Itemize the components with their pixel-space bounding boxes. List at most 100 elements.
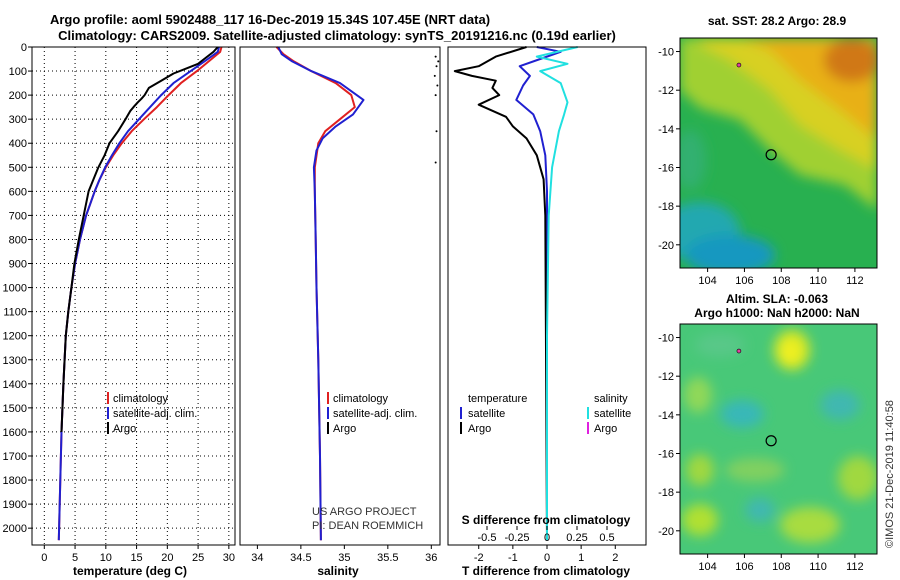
depth-tick-label-1000: 1000 xyxy=(3,283,27,295)
sal-tick-label-1: 34.5 xyxy=(290,552,311,564)
temp-tick-label-0: 0 xyxy=(41,552,47,564)
map1-lon-label-104: 104 xyxy=(698,561,716,573)
temp-tick-label-6: 30 xyxy=(223,552,235,564)
diff-legend-t-argo: Argo xyxy=(468,423,491,435)
temperature-line-argo xyxy=(60,46,219,432)
temperature-line-satellite-adj-clim- xyxy=(57,46,220,541)
sal-argo-marker-7 xyxy=(434,161,437,164)
sal-tick-label-3: 35.5 xyxy=(377,552,398,564)
depth-tick-label-700: 700 xyxy=(9,210,27,222)
salinity-x-label: salinity xyxy=(317,564,359,578)
map1-lat-label--12: -12 xyxy=(658,371,674,383)
sla-frame xyxy=(679,323,878,555)
depth-tick-label-400: 400 xyxy=(9,138,27,150)
salinity-panel: 34 34.5 35 35.5 36 salinity climatology sate… xyxy=(239,46,441,578)
temperature-frame xyxy=(31,46,236,546)
s-difference-label: S difference from climatology xyxy=(462,513,631,527)
temperature-line-climatology xyxy=(57,46,223,541)
difference-series xyxy=(453,46,578,541)
map1-lon-label-112: 112 xyxy=(846,561,864,573)
pi-credit: PI: DEAN ROEMMICH xyxy=(312,520,423,532)
sal-argo-marker-4 xyxy=(436,84,439,87)
sal-argo-marker-2 xyxy=(435,65,438,68)
sst-argo-position-marker xyxy=(765,149,777,161)
depth-tick-label-100: 100 xyxy=(9,66,27,78)
tdiff-tick-label-4: 2 xyxy=(612,552,618,564)
t-difference-label: T difference from climatology xyxy=(462,564,630,578)
salinity-series xyxy=(275,46,440,541)
tdiff-tick-label-2: 0 xyxy=(544,552,550,564)
difference-panel: -2 -1 0 1 2 -0.5 -0.25 0 0.25 0.5 S difference f… xyxy=(447,46,647,578)
tdiff-tick-label-0: -2 xyxy=(474,552,484,564)
map0-lat-label--10: -10 xyxy=(658,47,674,59)
temperature-gridlines xyxy=(32,46,235,545)
map1-lon-label-106: 106 xyxy=(735,561,753,573)
sla-field xyxy=(680,324,877,554)
difference-line-s-satellite xyxy=(535,46,578,541)
temp-tick-label-1: 5 xyxy=(72,552,78,564)
depth-axis: 0 100 200 300 400 500 600 700 800 900 1000 1100 1200… xyxy=(3,42,32,535)
sla-argo-position-marker xyxy=(765,435,777,447)
sal-argo-marker-6 xyxy=(435,130,438,133)
sla-map-subtitle: Argo h1000: NaN h2000: NaN xyxy=(694,306,859,320)
sdiff-tick-label-3: 0.25 xyxy=(566,532,587,544)
depth-tick-label-1700: 1700 xyxy=(3,451,27,463)
depth-tick-label-600: 600 xyxy=(9,186,27,198)
depth-tick-label-1600: 1600 xyxy=(3,427,27,439)
sal-argo-marker-1 xyxy=(437,60,440,63)
map0-lon-label-110: 110 xyxy=(809,275,827,287)
temp-tick-label-2: 10 xyxy=(100,552,112,564)
tdiff-tick-label-1: -1 xyxy=(508,552,518,564)
temperature-panel: 0100200300400500600700800900100011001200… xyxy=(3,42,236,578)
imos-credit: ©IMOS 21-Dec-2019 11:40:58 xyxy=(884,400,896,548)
salinity-line-satellite-adj-clim- xyxy=(277,46,365,541)
sal-tick-label-4: 36 xyxy=(425,552,437,564)
temperature-x-axis: 0 5 10 15 20 25 30 xyxy=(41,545,235,564)
salinity-x-axis: 34 34.5 35 35.5 36 xyxy=(251,545,437,564)
legend-satellite-adj: satellite-adj. clim. xyxy=(113,408,197,420)
sst-map: sat. SST: 28.2 Argo: 28.9 -10-12-14-16-1… xyxy=(658,14,878,287)
depth-tick-label-1300: 1300 xyxy=(3,355,27,367)
map1-lon-label-110: 110 xyxy=(809,561,827,573)
map0-lat-label--14: -14 xyxy=(658,124,674,136)
sst-lon-axis: 104 106 108 110 112 xyxy=(698,268,864,287)
depth-tick-label-1200: 1200 xyxy=(3,331,27,343)
depth-tick-label-500: 500 xyxy=(9,162,27,174)
diff-legend-temperature: temperature xyxy=(468,393,527,405)
depth-tick-label-800: 800 xyxy=(9,234,27,246)
depth-tick-label-1500: 1500 xyxy=(3,403,27,415)
sal-legend-climatology: climatology xyxy=(333,393,389,405)
depth-tick-label-2000: 2000 xyxy=(3,523,27,535)
tdiff-tick-label-3: 1 xyxy=(578,552,584,564)
sst-frame xyxy=(679,37,878,269)
depth-tick-label-300: 300 xyxy=(9,114,27,126)
diff-legend-s-satellite: satellite xyxy=(594,408,631,420)
sal-tick-label-0: 34 xyxy=(251,552,263,564)
map1-lat-label--18: -18 xyxy=(658,487,674,499)
s-difference-axis: -0.5 -0.25 0 0.25 0.5 xyxy=(478,526,615,544)
sla-map-title: Altim. SLA: -0.063 xyxy=(726,292,828,306)
map0-lon-label-106: 106 xyxy=(735,275,753,287)
difference-line-t-satellite xyxy=(515,46,562,541)
sal-argo-marker-5 xyxy=(434,94,437,97)
sla-map: Altim. SLA: -0.063 Argo h1000: NaN h2000… xyxy=(658,292,878,573)
depth-tick-label-0: 0 xyxy=(21,42,27,54)
t-difference-axis: -2 -1 0 1 2 xyxy=(474,545,618,564)
sla-lon-axis: 104 106 108 110 112 xyxy=(698,554,864,573)
sst-lat-axis: -10 -12 -14 -16 -18 -20 xyxy=(658,47,680,252)
depth-tick-label-200: 200 xyxy=(9,90,27,102)
sst-map-title: sat. SST: 28.2 Argo: 28.9 xyxy=(708,14,847,28)
temperature-x-label: temperature (deg C) xyxy=(73,564,187,578)
difference-legend: temperature satellite Argo salinity sate… xyxy=(460,393,631,435)
salinity-frame xyxy=(239,46,441,546)
legend-argo: Argo xyxy=(113,423,136,435)
map0-lat-label--16: -16 xyxy=(658,162,674,174)
temperature-series xyxy=(57,46,223,541)
map0-lon-label-104: 104 xyxy=(698,275,716,287)
map0-lat-label--18: -18 xyxy=(658,201,674,213)
sst-previous-position-marker xyxy=(736,62,742,68)
map1-lat-label--14: -14 xyxy=(658,410,674,422)
sla-lat-axis: -10 -12 -14 -16 -18 -20 xyxy=(658,333,680,538)
difference-line-t-argo xyxy=(453,46,548,541)
